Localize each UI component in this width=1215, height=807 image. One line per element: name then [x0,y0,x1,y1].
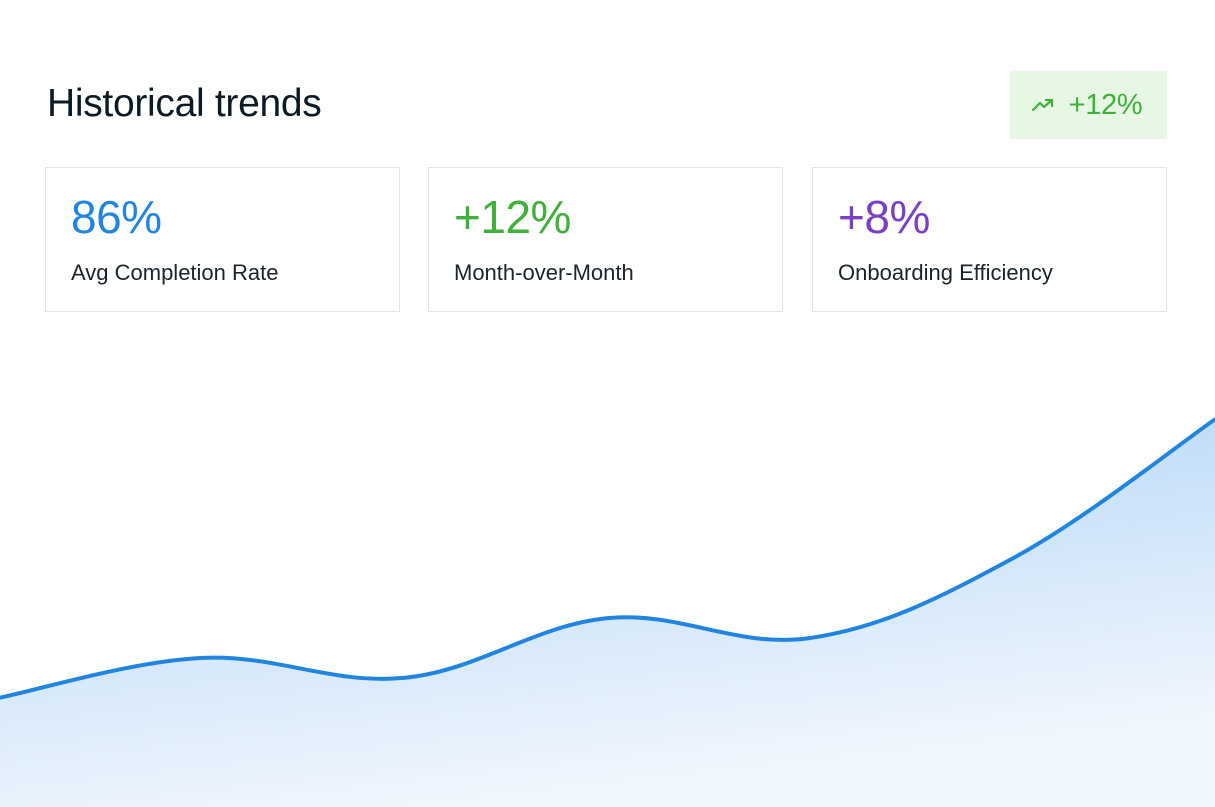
page-title: Historical trends [47,82,322,125]
stat-label: Month-over-Month [454,260,634,285]
trend-badge-value: +12% [1068,88,1143,121]
chart-area-fill [0,419,1215,807]
stat-value: +12% [454,191,571,243]
stat-card-onboarding-efficiency: +8% Onboarding Efficiency [812,167,1167,312]
trending-up-icon [1031,98,1053,112]
trend-badge: +12% [1010,71,1167,139]
stat-value: +8% [838,191,930,243]
chart-series-line [0,417,1215,700]
stat-card-month-over-month: +12% Month-over-Month [428,167,783,312]
stat-value: 86% [71,191,162,243]
stat-label: Avg Completion Rate [71,260,279,285]
stat-card-completion-rate: 86% Avg Completion Rate [45,167,400,312]
stat-label: Onboarding Efficiency [838,260,1053,285]
